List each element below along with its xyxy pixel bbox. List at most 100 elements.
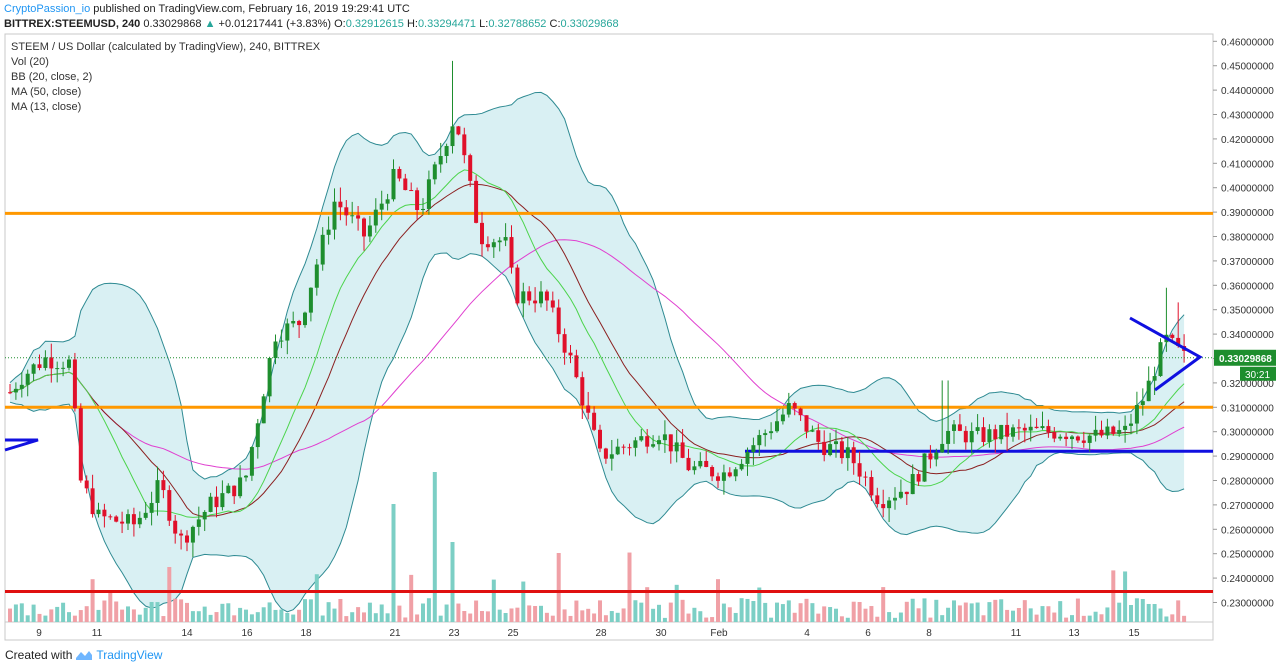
- candle-body: [456, 126, 461, 135]
- legend-ma13[interactable]: MA (13, close): [11, 101, 82, 113]
- volume-bar: [863, 608, 868, 622]
- candle-body: [55, 368, 60, 370]
- volume-bar: [267, 602, 272, 622]
- volume-bar: [350, 612, 355, 622]
- volume-bar: [409, 574, 414, 622]
- legend-vol[interactable]: Vol (20): [11, 56, 49, 68]
- low-label: L:: [479, 18, 489, 30]
- y-tick-label: 0.36000000: [1221, 281, 1274, 292]
- volume-bar: [733, 612, 738, 622]
- candle-body: [509, 237, 514, 268]
- candle-body: [1040, 426, 1045, 429]
- candle-body: [491, 242, 496, 248]
- footer-brand[interactable]: TradingView: [96, 648, 163, 662]
- volume-bar: [716, 579, 720, 622]
- candle-body: [1105, 426, 1110, 436]
- volume-bar: [72, 615, 77, 622]
- volume-bar: [769, 617, 774, 622]
- left-arrow-drawing: [4, 438, 39, 452]
- candle-body: [332, 201, 337, 230]
- volume-bar: [1046, 606, 1051, 622]
- volume-bar: [161, 616, 166, 622]
- volume-bar: [698, 611, 703, 622]
- candle-body: [102, 509, 107, 517]
- candle-body: [1034, 426, 1039, 429]
- volume-bar: [999, 599, 1004, 622]
- volume-bar: [432, 472, 437, 622]
- volume-bar: [556, 553, 561, 622]
- volume-bar: [108, 591, 113, 622]
- volume-bar: [55, 606, 60, 622]
- x-tick-label: 13: [1068, 628, 1080, 639]
- volume-bar: [680, 599, 685, 622]
- candle-body: [367, 225, 372, 237]
- volume-bar: [881, 587, 886, 622]
- candle-body: [1129, 423, 1133, 426]
- volume-bar: [503, 613, 508, 622]
- candle-body: [1064, 436, 1069, 440]
- legend-bb[interactable]: BB (20, close, 2): [11, 71, 93, 83]
- candle-body: [426, 179, 431, 209]
- legend-ma50[interactable]: MA (50, close): [11, 86, 82, 98]
- volume-bar: [851, 601, 856, 622]
- candle-body: [721, 472, 726, 481]
- volume-bar: [356, 607, 361, 622]
- candle-body: [904, 491, 909, 495]
- volume-bar: [78, 610, 83, 622]
- x-tick-label: 9: [36, 628, 42, 639]
- candle-body: [940, 443, 945, 453]
- candle-body: [975, 427, 980, 431]
- candle-body: [969, 430, 974, 443]
- volume-bar: [739, 598, 744, 622]
- volume-bar: [1011, 610, 1015, 622]
- volume-bar: [1070, 615, 1074, 622]
- candle-body: [1134, 405, 1139, 424]
- x-tick-label: 11: [1011, 628, 1022, 639]
- candle-body: [432, 164, 437, 180]
- volume-bar: [1081, 615, 1086, 622]
- publisher-link[interactable]: CryptoPassion_io: [4, 3, 91, 15]
- volume-bar: [362, 612, 366, 622]
- candle-body: [409, 190, 414, 192]
- volume-bar: [893, 617, 897, 622]
- candle-body: [662, 434, 667, 441]
- candle-body: [497, 240, 502, 243]
- candle-body: [468, 155, 473, 181]
- candle-body: [869, 477, 874, 496]
- volume-bar: [574, 600, 579, 622]
- x-tick-label: 8: [926, 628, 932, 639]
- candle-body: [356, 215, 361, 219]
- volume-bar: [226, 603, 231, 622]
- chart-header: CryptoPassion_io published on TradingVie…: [4, 2, 619, 32]
- volume-bar: [61, 602, 66, 622]
- candle-body: [285, 323, 290, 341]
- volume-bar: [1087, 615, 1092, 622]
- candle-body: [137, 517, 142, 525]
- candle-body: [1075, 436, 1080, 441]
- candle-body: [550, 300, 555, 308]
- volume-bar: [651, 608, 656, 622]
- candle-body: [421, 208, 425, 211]
- close-value: 0.33029868: [560, 18, 619, 30]
- volume-bar: [1028, 608, 1033, 622]
- volume-bar: [373, 613, 378, 622]
- volume-bar: [37, 613, 42, 622]
- volume-bar: [167, 567, 172, 622]
- candle-body: [214, 496, 219, 508]
- candle-body: [78, 408, 83, 481]
- volume-bar: [1016, 607, 1021, 622]
- candle-body: [739, 463, 744, 470]
- change-up-icon: ▲: [204, 18, 216, 30]
- volume-bar: [710, 617, 715, 622]
- candle-body: [645, 436, 650, 447]
- volume-bar: [550, 615, 555, 622]
- candle-body: [462, 134, 467, 156]
- volume-bar: [533, 605, 538, 622]
- y-tick-label: 0.25000000: [1221, 550, 1274, 561]
- volume-bar: [196, 611, 201, 622]
- y-tick-label: 0.40000000: [1221, 184, 1274, 195]
- candle-body: [43, 357, 48, 368]
- volume-bar: [249, 614, 254, 622]
- volume-bar: [527, 605, 532, 622]
